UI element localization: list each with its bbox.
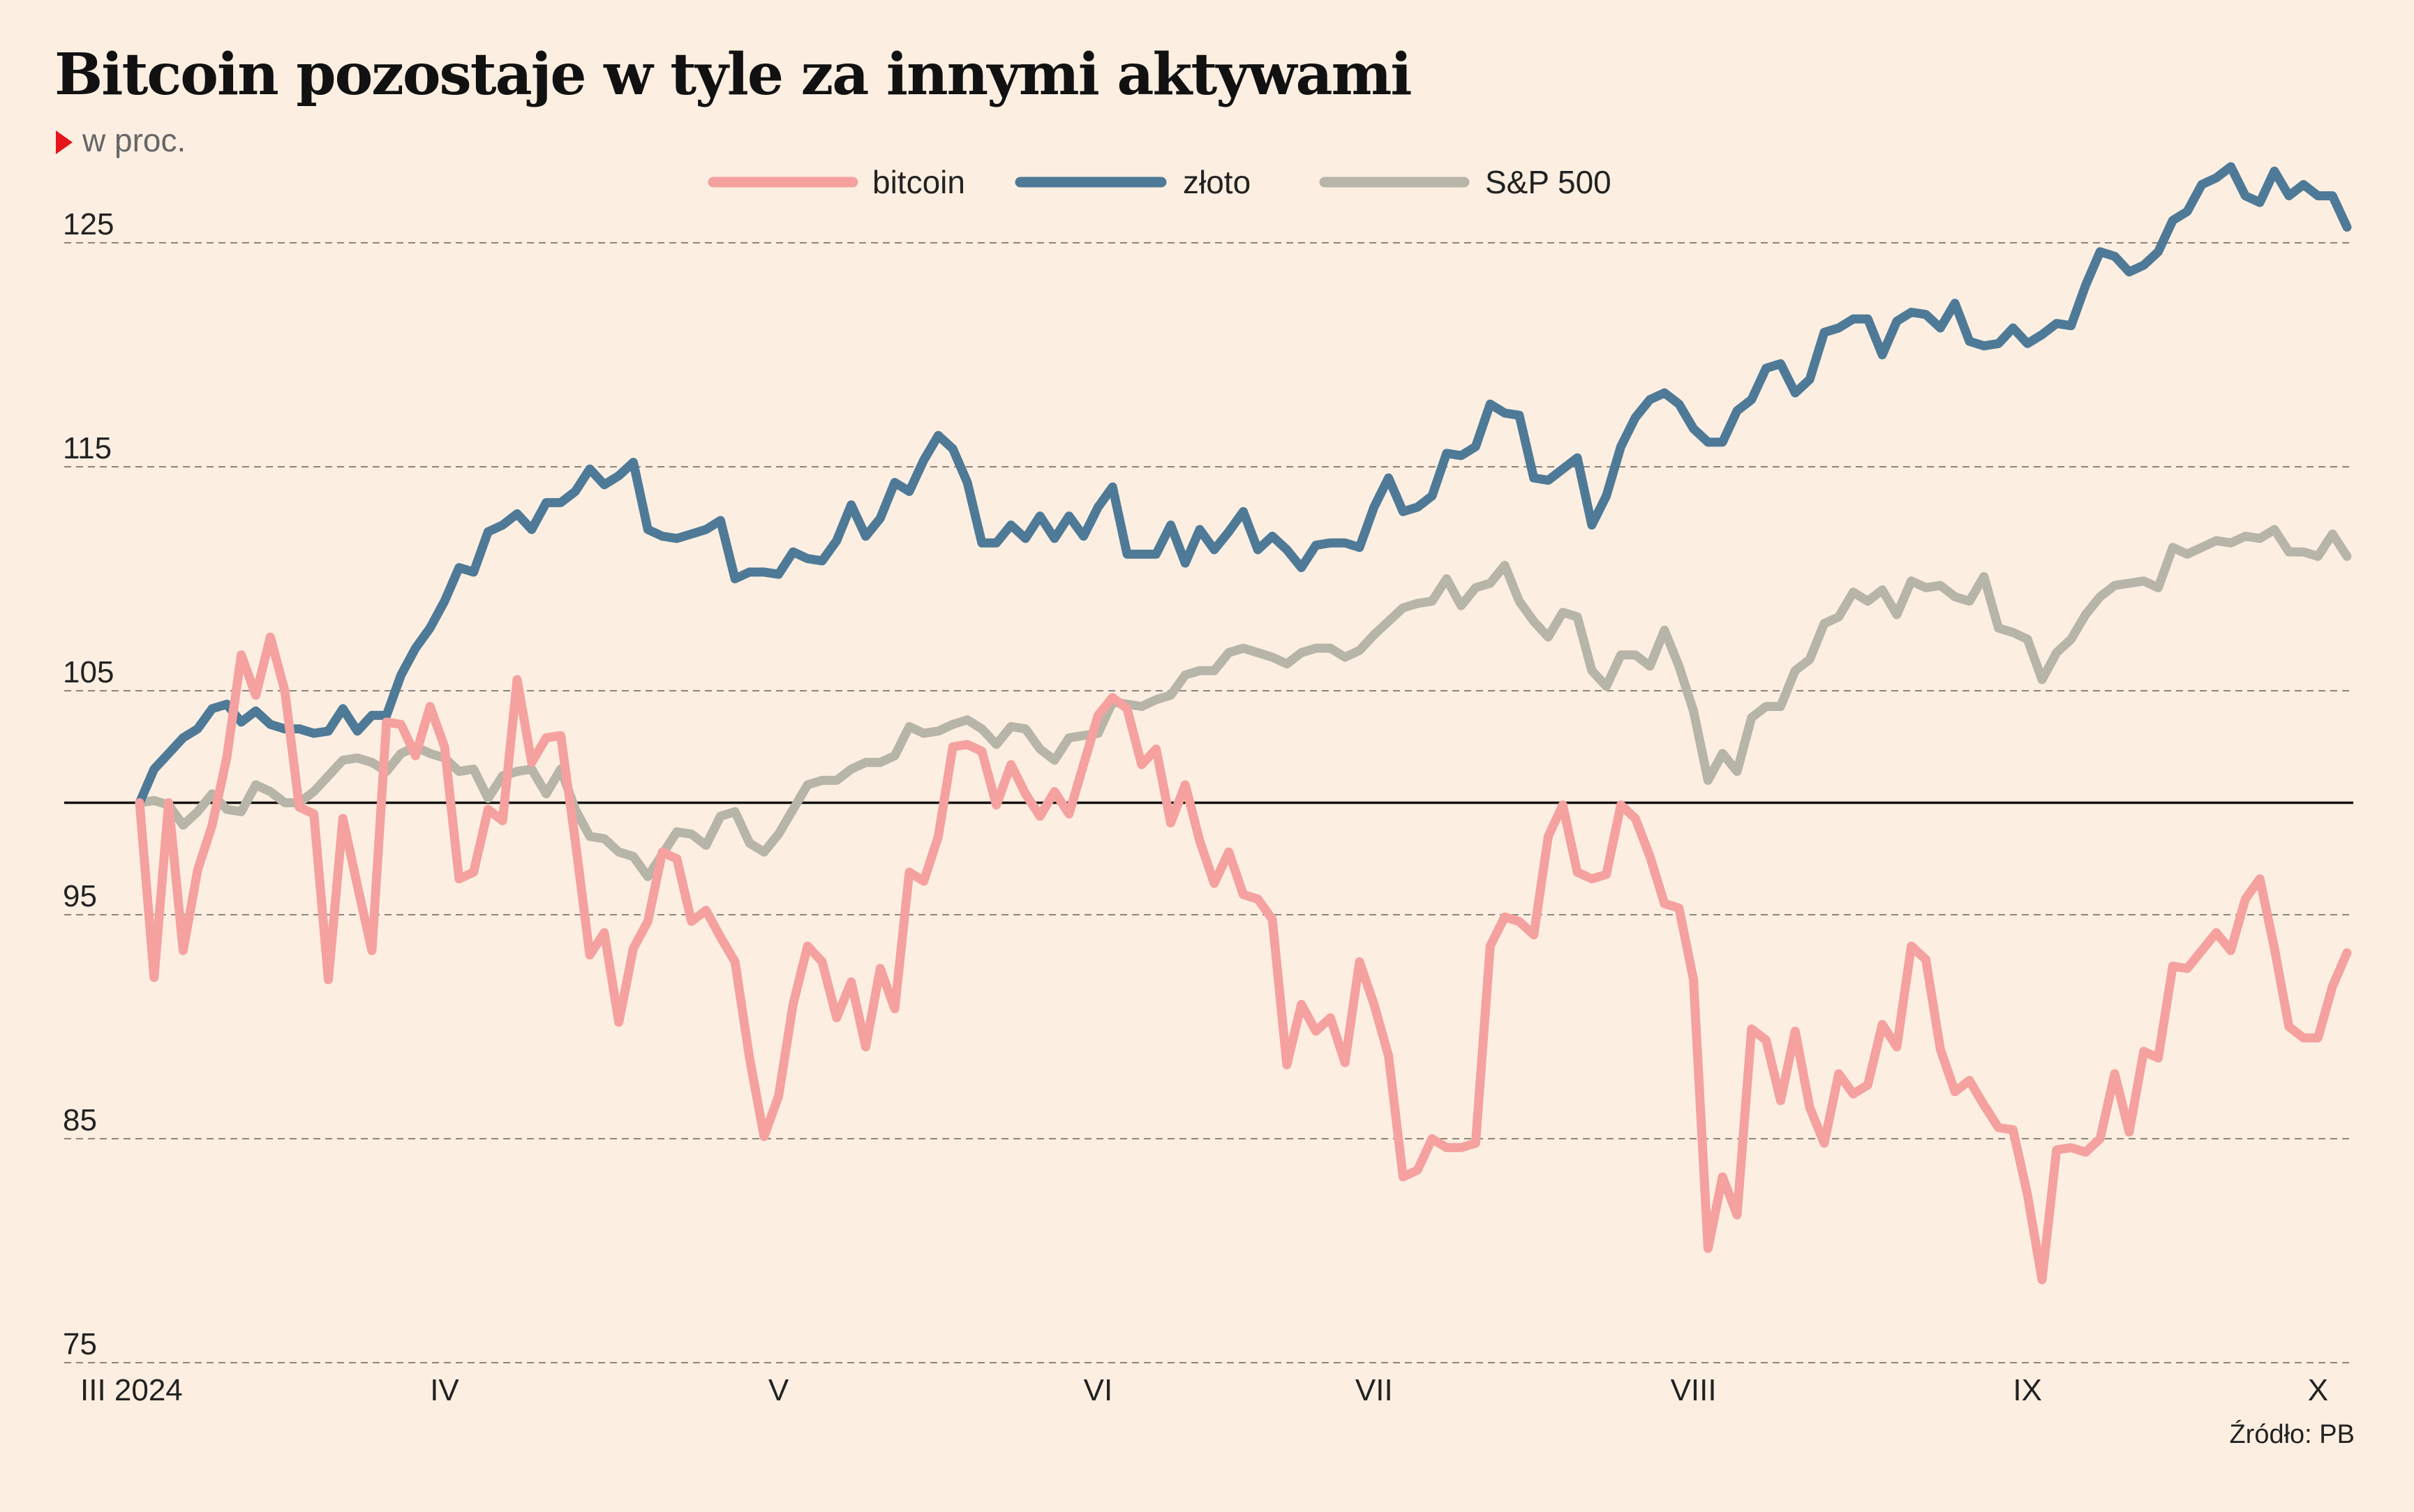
y-tick-label: 85 [63, 1103, 97, 1137]
legend: bitcoin złoto S&P 500 [708, 164, 1611, 200]
y-tick-label: 95 [63, 879, 97, 913]
source-note: Źródło: PB [2229, 1420, 2355, 1449]
chart-title: Bitcoin pozostaje w tyle za innymi aktyw… [54, 41, 1412, 108]
y-tick-label: 105 [63, 655, 114, 689]
x-tick-label: III 2024 [80, 1373, 183, 1407]
series-line-z-oto [135, 162, 2352, 807]
grid-lines [64, 242, 2353, 1363]
y-tick-label: 75 [63, 1327, 97, 1361]
x-tick-label: VIII [1671, 1373, 1717, 1407]
x-tick-label: IX [2013, 1373, 2042, 1407]
legend-label-z-oto: złoto [1183, 164, 1251, 200]
x-tick-label: VI [1084, 1373, 1113, 1407]
y-axis-ticks: 125 115 105 95 85 75 [63, 207, 114, 1361]
series-lines [135, 162, 2352, 1285]
unit-label: w proc. [82, 122, 186, 158]
red-triangle-icon [56, 130, 73, 154]
x-tick-label: IV [430, 1373, 459, 1407]
x-tick-label: VII [1355, 1373, 1393, 1407]
series-line-bitcoin [135, 632, 2352, 1285]
legend-label-s-p-500: S&P 500 [1485, 164, 1611, 200]
series-line-s-p-500 [135, 525, 2352, 881]
chart-subtitle: w proc. [56, 124, 186, 156]
legend-label-bitcoin: bitcoin [872, 164, 965, 200]
y-tick-label: 125 [63, 207, 114, 241]
x-tick-label: V [768, 1373, 789, 1407]
y-tick-label: 115 [63, 431, 112, 465]
x-axis-ticks: III 2024 IV V VI VII VIII IX X [80, 1373, 2328, 1407]
x-tick-label: X [2308, 1373, 2328, 1407]
